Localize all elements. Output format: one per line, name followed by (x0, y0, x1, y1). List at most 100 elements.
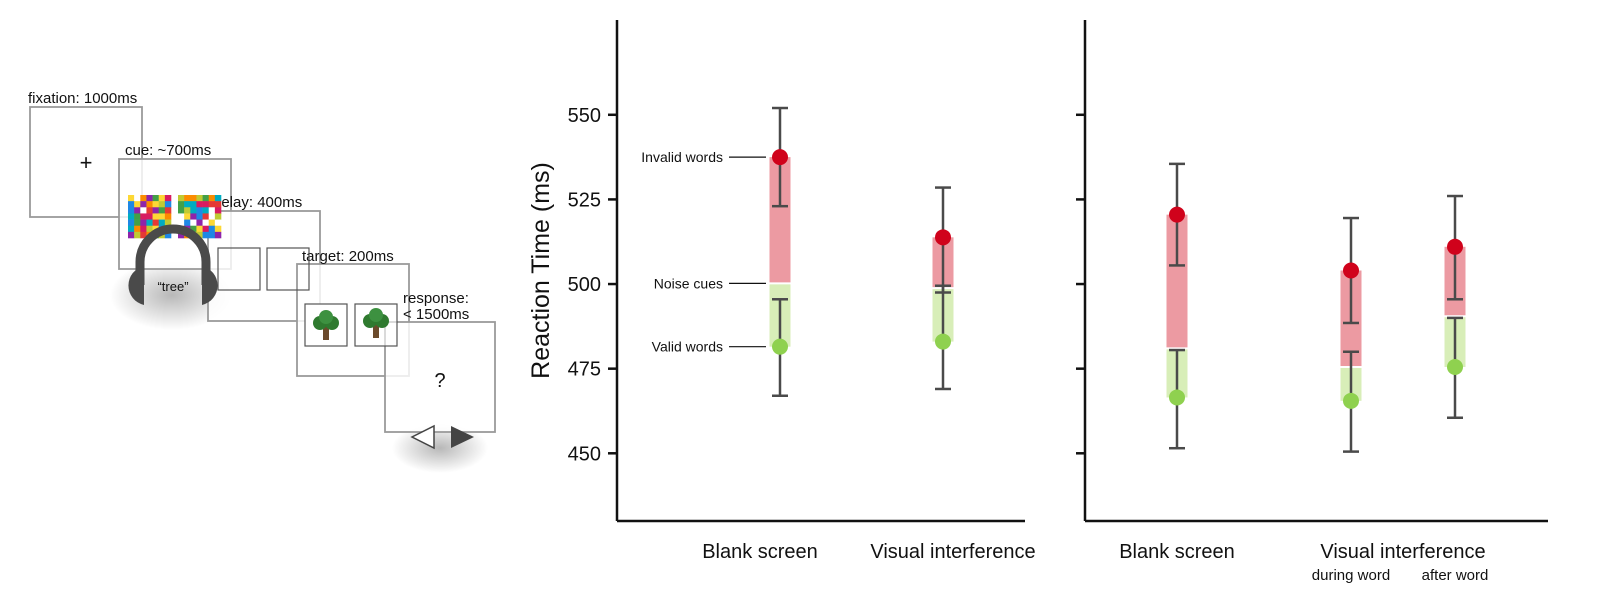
noise-cell (196, 195, 203, 202)
noise-cell (202, 207, 210, 214)
y-tick-label: 500 (568, 274, 601, 296)
noise-cell (140, 207, 147, 214)
noise-cell (196, 231, 203, 239)
valid-words-point (1343, 392, 1359, 409)
tree-icon-right (363, 308, 389, 338)
noise-cell (208, 207, 216, 214)
noise-cell (164, 195, 172, 202)
noise-cell (214, 201, 222, 208)
chart-left: 450 475 500 525 550 Reaction Time (ms) Blank s… (527, 20, 1036, 563)
noise-cell (134, 213, 141, 220)
noise-cell (152, 201, 160, 208)
noise-cell (178, 219, 185, 227)
stage-label-3: delay: 400ms (213, 194, 302, 211)
noise-cell (214, 207, 222, 214)
delay-box-left (217, 247, 261, 291)
right-arrow-icon (451, 426, 474, 448)
noise-cell (128, 225, 135, 233)
invalid-words-point (1447, 238, 1463, 255)
noise-cell (146, 219, 153, 227)
noise-cell (134, 231, 141, 239)
noise-cell (134, 201, 141, 208)
noise-cell (190, 219, 197, 227)
invalid-words-point (772, 149, 788, 166)
noise-cell (140, 201, 147, 208)
noise-cell (196, 201, 203, 208)
noise-cell (146, 225, 153, 233)
noise-cell (178, 201, 185, 208)
noise-cell (184, 207, 191, 214)
noise-cell (184, 213, 191, 220)
noise-cell (134, 207, 141, 214)
annotation-label: Noise cues (654, 275, 723, 291)
noise-cell (190, 207, 197, 214)
noise-cell (164, 219, 172, 227)
noise-cell (184, 201, 191, 208)
noise-cell (164, 201, 172, 208)
noise-cell (208, 219, 216, 227)
noise-cell (178, 231, 185, 239)
invalid-words-point (1169, 206, 1185, 223)
noise-cell (208, 213, 216, 220)
noise-cell (164, 207, 172, 214)
noise-cell (140, 225, 147, 233)
invalid-words-point (935, 229, 951, 246)
noise-cell (140, 231, 147, 239)
noise-cell (208, 225, 216, 233)
noise-cell (128, 195, 135, 202)
noise-cell (190, 213, 197, 220)
noise-cell (128, 219, 135, 227)
group-label: Visual interference (1320, 541, 1485, 563)
valid-words-point (935, 333, 951, 350)
noise-cell (134, 195, 141, 202)
headphones-right-cup (202, 266, 218, 305)
valid-words-point (772, 338, 788, 355)
noise-cell (152, 195, 160, 202)
annotation-label: Valid words (652, 339, 723, 355)
noise-cell (128, 207, 135, 214)
noise-cell (146, 213, 153, 220)
tree-trunk (323, 326, 329, 340)
noise-cell (214, 231, 222, 239)
noise-cell (128, 201, 135, 208)
noise-cell (196, 207, 203, 214)
noise-cell (178, 195, 185, 202)
noise-cell (140, 213, 147, 220)
noise-cell (164, 213, 172, 220)
tree-foliage (319, 310, 333, 324)
noise-cell (202, 195, 210, 202)
valid-words-point (1447, 358, 1463, 375)
noise-cell (214, 219, 222, 227)
stage-label-5-line2: < 1500ms (403, 306, 469, 323)
group-sublabel: during word (1312, 567, 1390, 584)
noise-cell (190, 225, 197, 233)
noise-cell (196, 213, 203, 220)
group-label: Blank screen (702, 541, 818, 563)
y-axis-label: Reaction Time (ms) (527, 162, 555, 379)
noise-cell (146, 201, 153, 208)
noise-cell (178, 207, 185, 214)
noise-cell (140, 219, 147, 227)
noise-cell (214, 213, 222, 220)
invalid-words-point (1343, 262, 1359, 279)
noise-cell (128, 231, 135, 239)
group-label: Blank screen (1119, 541, 1235, 563)
noise-cell (196, 225, 203, 233)
noise-cell (158, 213, 166, 220)
trial-schematic: fixation: 1000ms cue: ~700ms delay: 400ms t… (28, 90, 496, 473)
trial-frame-5 (384, 321, 496, 433)
headphones-left-cup (128, 266, 144, 305)
y-tick-label: 525 (568, 189, 601, 211)
group-label: Visual interference (870, 541, 1035, 563)
group-sublabel: after word (1422, 567, 1489, 584)
stage-label-5: response: (403, 290, 469, 307)
noise-cell (184, 195, 191, 202)
invalid-band (1166, 214, 1188, 349)
noise-cell (184, 219, 191, 227)
noise-cell (152, 213, 160, 220)
left-arrow-icon (410, 424, 435, 450)
noise-cell (146, 207, 153, 214)
noise-cell (164, 231, 172, 239)
noise-cell (190, 201, 197, 208)
